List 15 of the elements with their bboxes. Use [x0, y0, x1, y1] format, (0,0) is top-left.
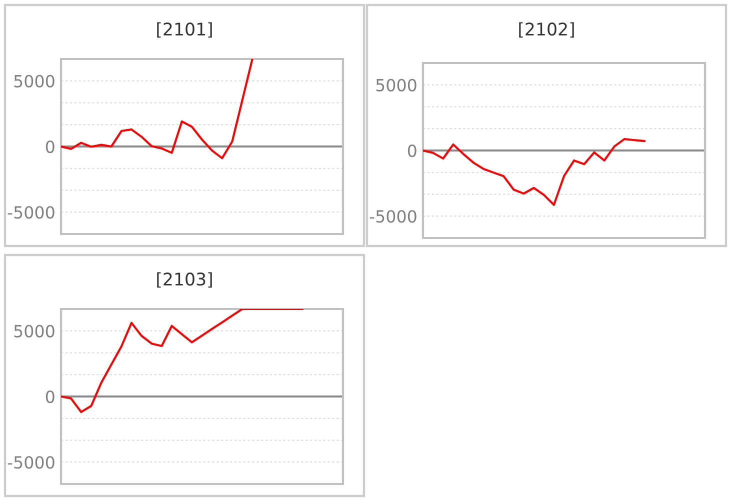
y-tick-label: 5000 [376, 78, 416, 92]
y-tick-label: 5000 [14, 74, 54, 88]
y-tick-label: -5000 [8, 206, 54, 219]
chart-title: [2101] [157, 22, 212, 38]
chart-title: [2102] [519, 22, 574, 38]
chart-title: [2103] [157, 272, 212, 288]
line-series [423, 138, 646, 206]
line-series [61, 309, 304, 414]
y-tick-label: -5000 [370, 210, 416, 223]
y-tick-label: 5000 [14, 324, 54, 338]
y-tick-label: 0 [46, 140, 54, 154]
y-tick-label: 0 [408, 144, 416, 158]
y-tick-label: -5000 [8, 456, 54, 469]
line-series [61, 59, 254, 160]
y-tick-label: 0 [46, 390, 54, 404]
